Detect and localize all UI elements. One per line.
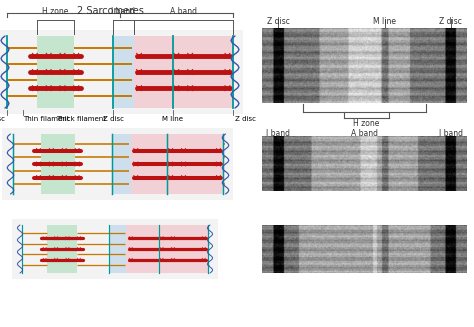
Text: I band: I band [111, 7, 136, 16]
Bar [2, 128, 234, 200]
Text: M line: M line [163, 116, 183, 122]
Text: H zone: H zone [42, 7, 69, 16]
Bar [109, 225, 127, 273]
Bar [134, 36, 233, 108]
Bar [0, 30, 243, 114]
Bar [37, 36, 74, 108]
Text: Z disc: Z disc [235, 116, 255, 122]
Text: Z disc: Z disc [267, 16, 290, 26]
Text: M line: M line [374, 16, 396, 26]
Bar [41, 134, 75, 194]
Text: H zone: H zone [353, 118, 380, 128]
Text: Z disc: Z disc [102, 116, 124, 122]
Text: Thick filament: Thick filament [55, 116, 106, 122]
Text: I band: I band [438, 129, 463, 139]
Bar [12, 219, 218, 279]
Text: Z disc: Z disc [0, 116, 5, 122]
Bar [111, 134, 131, 194]
Bar [46, 225, 77, 273]
Text: I band: I band [266, 129, 291, 139]
Bar [131, 134, 223, 194]
Text: Thin filament: Thin filament [23, 116, 70, 122]
Text: 2 Sarcomeres: 2 Sarcomeres [77, 6, 144, 16]
Text: Z disc: Z disc [439, 16, 462, 26]
Bar [113, 36, 134, 108]
Text: A band: A band [351, 129, 378, 139]
Bar [127, 225, 208, 273]
Text: A band: A band [170, 7, 197, 16]
